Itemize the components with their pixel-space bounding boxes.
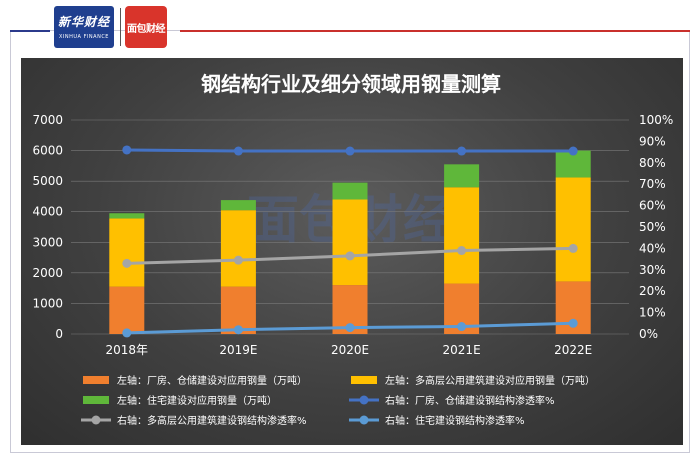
y-right-tick-label: 40% [639,241,666,255]
legend-swatch [83,376,109,384]
x-axis: 2018年 2019E 2020E 2021E 2022E [106,343,593,357]
logo-left-text: 新华财经 [57,15,110,29]
y-right-tick-label: 10% [639,306,666,320]
series-point-2 [345,251,355,261]
x-tick-label: 2020E [331,343,369,357]
series-point-3 [457,322,467,332]
lines [122,145,578,338]
y-right-axis: 0% 10% 20% 30% 40% 50% 60% 70% 80% 90% 100% [639,113,673,341]
y-right-tick-label: 90% [639,134,666,148]
frame-accent [180,30,690,32]
series-point-2 [568,243,578,253]
series-point-3 [568,318,578,328]
legend-label: 左轴：住宅建设对应用钢量（万吨） [117,394,277,407]
bar-segment-3 [444,164,480,188]
legend-label: 右轴：住宅建设钢结构渗透率% [385,414,525,427]
chart-svg: 面包财经 钢结构行业及细分领域用钢量测算 0100020003000400050… [32,72,673,427]
y-right-tick-label: 70% [639,177,666,191]
bar-segment-3 [220,200,256,211]
logo-divider [120,8,121,46]
legend-marker [359,415,369,425]
legend-swatch [83,396,109,404]
bar-segment-1 [109,286,145,334]
y-left-tick-label: 3000 [32,235,63,249]
y-left-tick-label: 0 [55,327,63,341]
bar-segment-2 [220,210,256,287]
xinhua-finance-logo: 新华财经 XINHUA FINANCE [54,6,114,48]
bar-segment-2 [444,187,480,284]
x-tick-label: 2021E [443,343,481,357]
bars [109,150,591,334]
series-point-1 [568,146,578,156]
legend-marker [91,415,101,425]
y-left-tick-label: 6000 [32,144,63,158]
y-right-tick-label: 0% [639,327,658,341]
y-right-tick-label: 80% [639,156,666,170]
x-tick-label: 2019E [219,343,257,357]
legend-label: 右轴：厂房、仓储建设钢结构渗透率% [385,394,555,407]
series-point-3 [345,323,355,333]
y-left-tick-label: 7000 [32,113,63,127]
y-right-tick-label: 100% [639,113,673,127]
y-left-tick-label: 4000 [32,205,63,219]
legend-marker [359,395,369,405]
y-left-tick-label: 1000 [32,296,63,310]
legend-swatch [351,376,377,384]
series-point-1 [233,146,243,156]
x-tick-label: 2018年 [106,343,149,357]
legend-label: 左轴：多高层公用建筑建设对应用钢量（万吨） [385,374,595,387]
bar-segment-2 [332,199,368,286]
chart-title: 钢结构行业及细分领域用钢量测算 [201,72,501,96]
y-right-tick-label: 50% [639,220,666,234]
bar-segment-2 [109,218,145,287]
y-right-tick-label: 20% [639,284,666,298]
y-right-tick-label: 60% [639,199,666,213]
y-right-tick-label: 30% [639,263,666,277]
logo-left-sub: XINHUA FINANCE [59,34,109,40]
bar-segment-3 [332,182,368,200]
legend-label: 左轴：厂房、仓储建设对应用钢量（万吨） [117,374,307,387]
legend: 左轴：厂房、仓储建设对应用钢量（万吨） 左轴：多高层公用建筑建设对应用钢量（万吨）… [81,374,595,427]
frame-accent [10,30,50,32]
series-point-1 [122,145,132,155]
series-point-2 [122,258,132,268]
y-left-tick-label: 5000 [32,174,63,188]
series-point-1 [457,146,467,156]
series-point-3 [233,325,243,335]
mianbao-finance-logo: 面包财经 [125,6,167,48]
series-point-1 [345,146,355,156]
y-left-tick-label: 2000 [32,266,63,280]
series-point-3 [122,328,132,338]
series-point-2 [457,246,467,256]
series-point-2 [233,255,243,265]
x-tick-label: 2022E [554,343,592,357]
legend-label: 右轴：多高层公用建筑建设钢结构渗透率% [117,414,307,427]
y-left-axis: 0 1000 2000 3000 4000 5000 6000 7000 [32,113,63,341]
bar-segment-3 [109,213,145,219]
bar-segment-2 [555,177,591,282]
chart-panel: 面包财经 钢结构行业及细分领域用钢量测算 0100020003000400050… [21,58,683,445]
